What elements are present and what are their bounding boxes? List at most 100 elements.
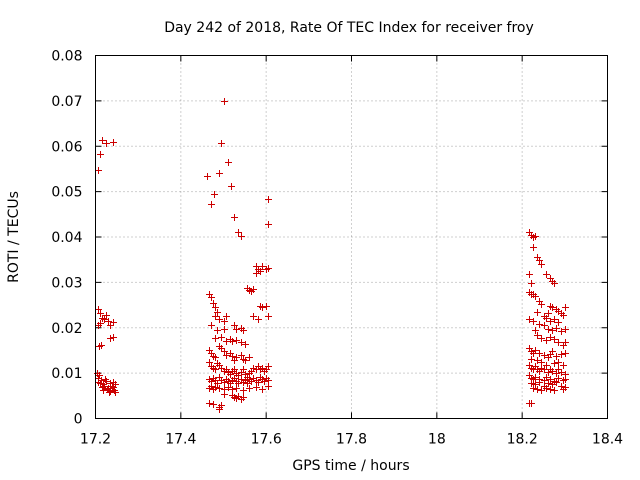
data-point	[562, 376, 569, 383]
x-tick-label: 17.4	[165, 432, 196, 448]
y-tick-label: 0.01	[51, 366, 82, 382]
data-point	[526, 271, 533, 278]
x-tick-label: 18	[428, 432, 446, 448]
data-point	[560, 312, 567, 319]
data-point	[246, 385, 253, 392]
data-point	[551, 316, 558, 323]
data-point	[528, 356, 535, 363]
data-point	[265, 221, 272, 228]
data-point	[216, 385, 223, 392]
data-point	[547, 376, 554, 383]
y-tick-labels: 0 0.01 0.02 0.03 0.04 0.05 0.06 0.07 0.08	[51, 49, 82, 428]
data-point	[538, 365, 545, 372]
data-point	[223, 338, 230, 345]
data-point	[534, 332, 541, 339]
data-point	[233, 354, 240, 361]
y-tick-label: 0.08	[51, 49, 82, 65]
data-point	[214, 380, 221, 387]
data-point	[250, 313, 257, 320]
data-point	[110, 139, 117, 146]
data-point	[208, 294, 215, 301]
x-tick-label: 17.2	[80, 432, 111, 448]
data-point	[112, 381, 119, 388]
data-point	[97, 151, 104, 158]
data-point	[233, 326, 240, 333]
data-point	[228, 183, 235, 190]
data-point	[231, 366, 238, 373]
data-point	[549, 327, 556, 334]
data-point	[101, 316, 108, 323]
data-point	[111, 387, 118, 394]
data-point	[560, 362, 567, 369]
data-point	[532, 374, 539, 381]
grid-lines	[95, 55, 608, 419]
data-point	[212, 366, 219, 373]
data-point	[549, 368, 556, 375]
data-point	[534, 357, 541, 364]
data-point	[265, 383, 272, 390]
data-point	[235, 380, 242, 387]
data-point	[560, 386, 567, 393]
data-point	[103, 140, 110, 147]
data-point	[97, 310, 104, 317]
data-point	[221, 98, 228, 105]
data-point	[235, 393, 242, 400]
data-point	[106, 389, 113, 396]
data-point	[536, 379, 543, 386]
data-point	[534, 386, 541, 393]
data-point	[235, 372, 242, 379]
data-point	[543, 315, 550, 322]
data-point	[250, 365, 257, 372]
data-point	[562, 339, 569, 346]
data-point	[526, 316, 533, 323]
data-point	[225, 159, 232, 166]
data-point	[212, 335, 219, 342]
data-point	[532, 381, 539, 388]
x-tick-label: 17.6	[251, 432, 282, 448]
data-point	[212, 313, 219, 320]
data-point	[229, 338, 236, 345]
data-point	[97, 320, 104, 327]
data-point	[263, 303, 270, 310]
data-point	[549, 348, 556, 355]
chart-title: Day 242 of 2018, Rate Of TEC Index for r…	[164, 20, 534, 36]
x-tick-labels: 17.2 17.4 17.6 17.8 18 18.2 18.4	[80, 432, 623, 448]
data-point	[555, 319, 562, 326]
data-point	[242, 357, 249, 364]
data-points	[94, 98, 569, 413]
data-point	[96, 372, 103, 379]
data-point	[555, 366, 562, 373]
y-tick-label: 0	[74, 412, 83, 428]
y-tick-label: 0.05	[51, 185, 82, 201]
data-point	[534, 309, 541, 316]
data-point	[551, 280, 558, 287]
data-point	[543, 337, 550, 344]
y-tick-label: 0.03	[51, 275, 82, 291]
data-point	[532, 327, 539, 334]
data-point	[259, 304, 266, 311]
data-point	[547, 318, 554, 325]
data-point	[110, 334, 117, 341]
data-point	[204, 173, 211, 180]
data-point	[107, 335, 114, 342]
data-point	[259, 263, 266, 270]
data-point	[562, 304, 569, 311]
data-point	[532, 347, 539, 354]
data-point	[553, 379, 560, 386]
data-point	[538, 387, 545, 394]
data-point	[107, 322, 114, 329]
data-point	[218, 334, 225, 341]
data-point	[543, 374, 550, 381]
data-point	[95, 306, 102, 313]
data-point	[211, 191, 218, 198]
data-point	[532, 233, 539, 240]
data-point	[231, 322, 238, 329]
data-point	[558, 351, 565, 358]
data-point	[229, 386, 236, 393]
data-point	[555, 339, 562, 346]
data-point	[212, 304, 219, 311]
data-point	[530, 318, 537, 325]
data-point	[95, 167, 102, 174]
data-point	[240, 366, 247, 373]
x-tick-label: 17.8	[336, 432, 367, 448]
